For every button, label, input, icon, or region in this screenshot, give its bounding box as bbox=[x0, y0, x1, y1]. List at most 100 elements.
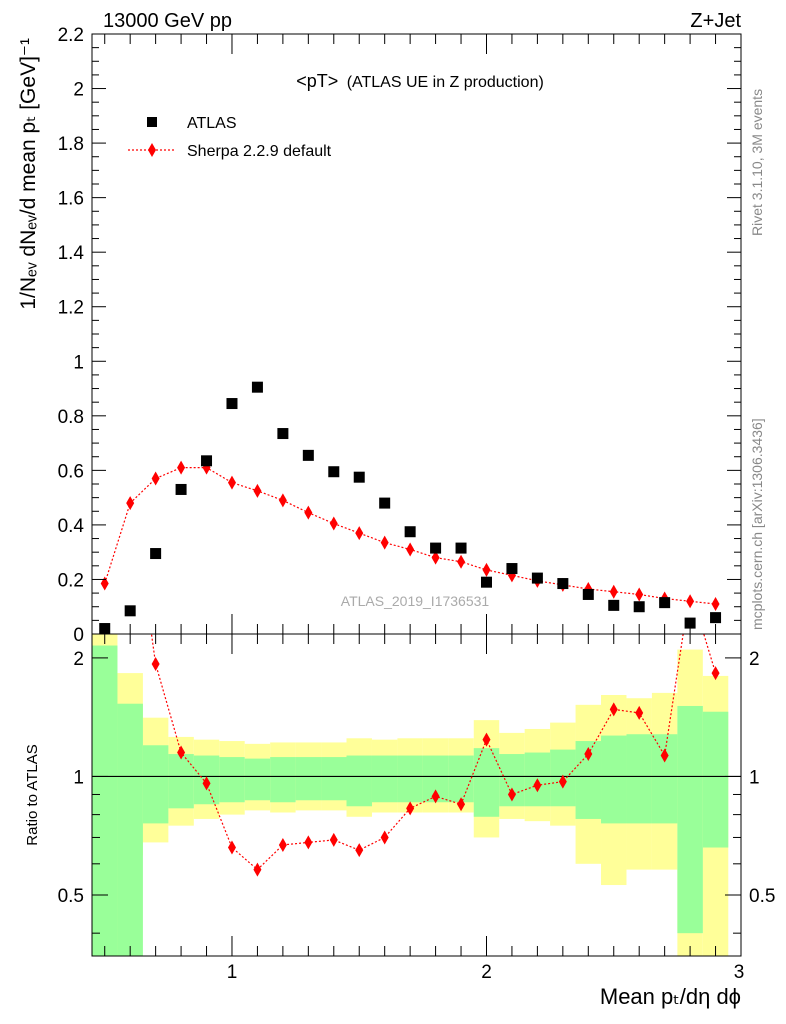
uncertainty-band-inner bbox=[270, 757, 296, 803]
y-tick-label: 1.2 bbox=[58, 298, 84, 319]
rivet-version-label: Rivet 3.1.10, 3M events bbox=[749, 89, 765, 236]
plot-title: <pT> (ATLAS UE in Z production) bbox=[296, 71, 544, 91]
sherpa-point bbox=[635, 587, 644, 602]
ratio-panel: 0.5 0.5 1 1 2 2 1 2 3 Ratio to ATLAS bbox=[24, 633, 775, 983]
x-tick-label: 2 bbox=[481, 962, 492, 983]
uncertainty-band-inner bbox=[295, 757, 322, 801]
sherpa-point bbox=[406, 542, 415, 557]
ratio-y-tick-label: 1 bbox=[73, 767, 84, 788]
uncertainty-band-inner bbox=[626, 734, 652, 824]
uncertainty-band-inner bbox=[219, 757, 245, 803]
legend: ATLAS Sherpa 2.2.9 default bbox=[128, 115, 332, 160]
uncertainty-band-inner bbox=[601, 735, 627, 824]
atlas-point bbox=[710, 612, 722, 624]
y-tick-label: 2.2 bbox=[58, 25, 84, 46]
y-tick-label: 0.8 bbox=[58, 407, 84, 428]
y-tick-label: 0.2 bbox=[58, 570, 84, 591]
x-tick-label: 1 bbox=[227, 962, 238, 983]
ratio-y-tick-label-right: 0.5 bbox=[749, 886, 775, 907]
ratio-panel-frame bbox=[91, 633, 742, 957]
atlas-point bbox=[506, 563, 518, 575]
sherpa-ratio-point bbox=[431, 789, 440, 804]
sherpa-ratio-point bbox=[177, 745, 186, 760]
uncertainty-band-inner bbox=[321, 757, 347, 801]
atlas-point bbox=[633, 601, 645, 613]
uncertainty-band-inner bbox=[142, 745, 169, 824]
x-tick-label: 3 bbox=[734, 962, 745, 983]
atlas-point bbox=[557, 578, 569, 590]
sherpa-ratio-point bbox=[253, 862, 262, 877]
y-tick-label: 1.6 bbox=[58, 189, 84, 210]
sherpa-point bbox=[100, 576, 109, 591]
atlas-point bbox=[379, 497, 391, 509]
sherpa-point bbox=[457, 554, 466, 569]
y-tick-label: 1.4 bbox=[58, 243, 85, 264]
atlas-point bbox=[251, 381, 263, 393]
header-energy-label: 13000 GeV pp bbox=[103, 10, 232, 32]
sherpa-ratio-point bbox=[406, 801, 415, 816]
sherpa-point bbox=[380, 535, 389, 550]
sherpa-ratio-point bbox=[304, 835, 313, 850]
atlas-point bbox=[659, 597, 671, 609]
sherpa-ratio-point bbox=[533, 778, 542, 793]
sherpa-ratio-point bbox=[482, 732, 491, 747]
sherpa-point bbox=[126, 496, 135, 511]
y-tick-label: 1 bbox=[73, 352, 84, 373]
sherpa-ratio-point bbox=[507, 787, 516, 802]
atlas-point bbox=[124, 605, 136, 617]
legend-label-atlas: ATLAS bbox=[187, 115, 237, 132]
ratio-y-tick-label-right: 2 bbox=[749, 649, 760, 670]
sherpa-point bbox=[329, 516, 338, 531]
uncertainty-band-inner bbox=[702, 711, 729, 848]
atlas-point bbox=[302, 449, 314, 461]
uncertainty-band-inner bbox=[92, 645, 118, 956]
atlas-point bbox=[150, 548, 162, 560]
atlas-point bbox=[226, 398, 238, 410]
y-tick-label: 1.8 bbox=[58, 134, 84, 155]
uncertainty-band-inner bbox=[371, 755, 398, 803]
sherpa-point bbox=[151, 471, 160, 486]
y-axis-label: 1/Nₑᵥ dNₑᵥ/d mean pₜ [GeV]⁻¹ bbox=[17, 38, 40, 310]
sherpa-ratio-point bbox=[609, 702, 618, 717]
header-process-label: Z+Jet bbox=[690, 10, 741, 32]
atlas-point bbox=[608, 599, 620, 611]
sherpa-ratio-point bbox=[558, 774, 567, 789]
sherpa-ratio-point bbox=[227, 840, 236, 855]
atlas-point bbox=[582, 588, 594, 600]
watermark-analysis-id: ATLAS_2019_I1736531 bbox=[341, 593, 490, 609]
atlas-point bbox=[175, 483, 187, 495]
atlas-point bbox=[328, 466, 340, 478]
atlas-point bbox=[455, 542, 467, 554]
ratio-y-tick-label: 0.5 bbox=[58, 886, 84, 907]
atlas-point bbox=[430, 542, 442, 554]
sherpa-ratio-point bbox=[457, 797, 466, 812]
uncertainty-band-inner bbox=[244, 758, 271, 801]
sherpa-ratio-point bbox=[202, 776, 211, 791]
sherpa-ratio-point bbox=[380, 830, 389, 845]
main-panel: 0 0.2 0.4 0.6 0.8 1 1.2 1.4 1.6 1.8 2 2.2 <pT> (ATL… bbox=[17, 25, 742, 646]
uncertainty-band-inner bbox=[651, 734, 678, 824]
atlas-point bbox=[201, 455, 213, 467]
atlas-point bbox=[684, 617, 696, 629]
x-axis-label: Mean pₜ/dη dϕ bbox=[600, 984, 741, 1009]
mcplots-label: mcplots.cern.ch [arXiv:1306.3436] bbox=[749, 418, 765, 630]
y-tick-label: 0.4 bbox=[58, 516, 85, 537]
sherpa-ratio-point bbox=[329, 832, 338, 847]
uncertainty-band-inner bbox=[346, 755, 372, 807]
sherpa-point bbox=[227, 475, 236, 490]
sherpa-point bbox=[253, 483, 262, 498]
sherpa-point bbox=[711, 597, 720, 611]
legend-label-sherpa: Sherpa 2.2.9 default bbox=[187, 143, 332, 160]
ratio-y-tick-label: 2 bbox=[73, 649, 84, 670]
sherpa-ratio-point bbox=[635, 705, 644, 720]
atlas-point bbox=[353, 471, 365, 483]
y-tick-label: 0.6 bbox=[58, 461, 84, 482]
uncertainty-band-inner bbox=[397, 755, 423, 803]
sherpa-point bbox=[482, 562, 491, 577]
plot-title-main: <pT> bbox=[296, 71, 338, 91]
y-tick-label: 2 bbox=[73, 80, 84, 101]
sherpa-ratio-point bbox=[151, 656, 160, 671]
sherpa-ratio-point bbox=[584, 747, 593, 762]
sherpa-point bbox=[686, 594, 695, 609]
